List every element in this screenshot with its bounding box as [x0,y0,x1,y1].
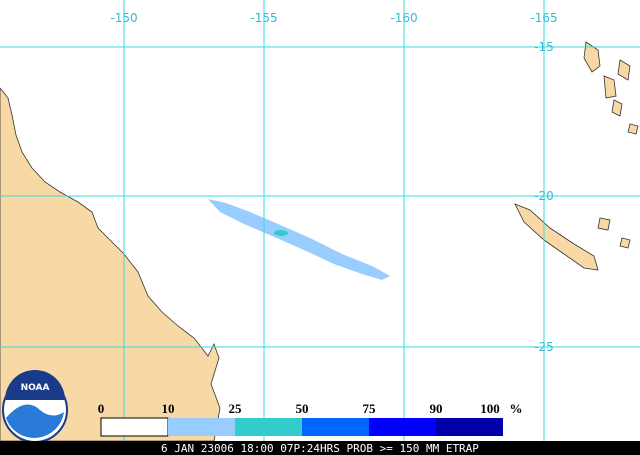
island [597,217,611,231]
longitude-label: -155 [250,11,277,25]
island [627,123,639,135]
island [583,41,601,73]
legend-label: 0 [98,401,105,416]
longitude-label: -150 [110,11,137,25]
legend-swatch [302,418,369,436]
legend-unit: % [510,401,523,416]
latitude-label: -25 [534,340,554,354]
australia [0,87,221,442]
noaa-logo: NOAA [2,370,68,443]
legend-swatch [436,418,503,436]
legend-swatch [369,418,436,436]
legend-label: 50 [296,401,309,416]
legend-label: 90 [430,401,443,416]
latitude-label: -20 [534,189,554,203]
island [619,237,631,249]
legend-swatch [235,418,302,436]
island [603,75,617,99]
island [617,59,631,81]
footer-text: 6 JAN 23006 18:00 07P:24HRS PROB >= 150 … [161,442,479,455]
legend-label: 100 [480,401,500,416]
probability-swath [208,199,390,280]
latitude-label: -15 [534,40,554,54]
new-caledonia [514,203,599,271]
legend-label: 75 [363,401,377,416]
logo-text: NOAA [21,383,50,393]
longitude-label: -165 [530,11,557,25]
probability-core [274,230,288,236]
legend-label: 10 [162,401,175,416]
island [611,99,623,117]
legend-label: 25 [229,401,243,416]
legend-swatch [168,418,235,436]
legend-swatch [100,417,169,437]
footer-bar [0,441,640,455]
longitude-label: -160 [390,11,417,25]
